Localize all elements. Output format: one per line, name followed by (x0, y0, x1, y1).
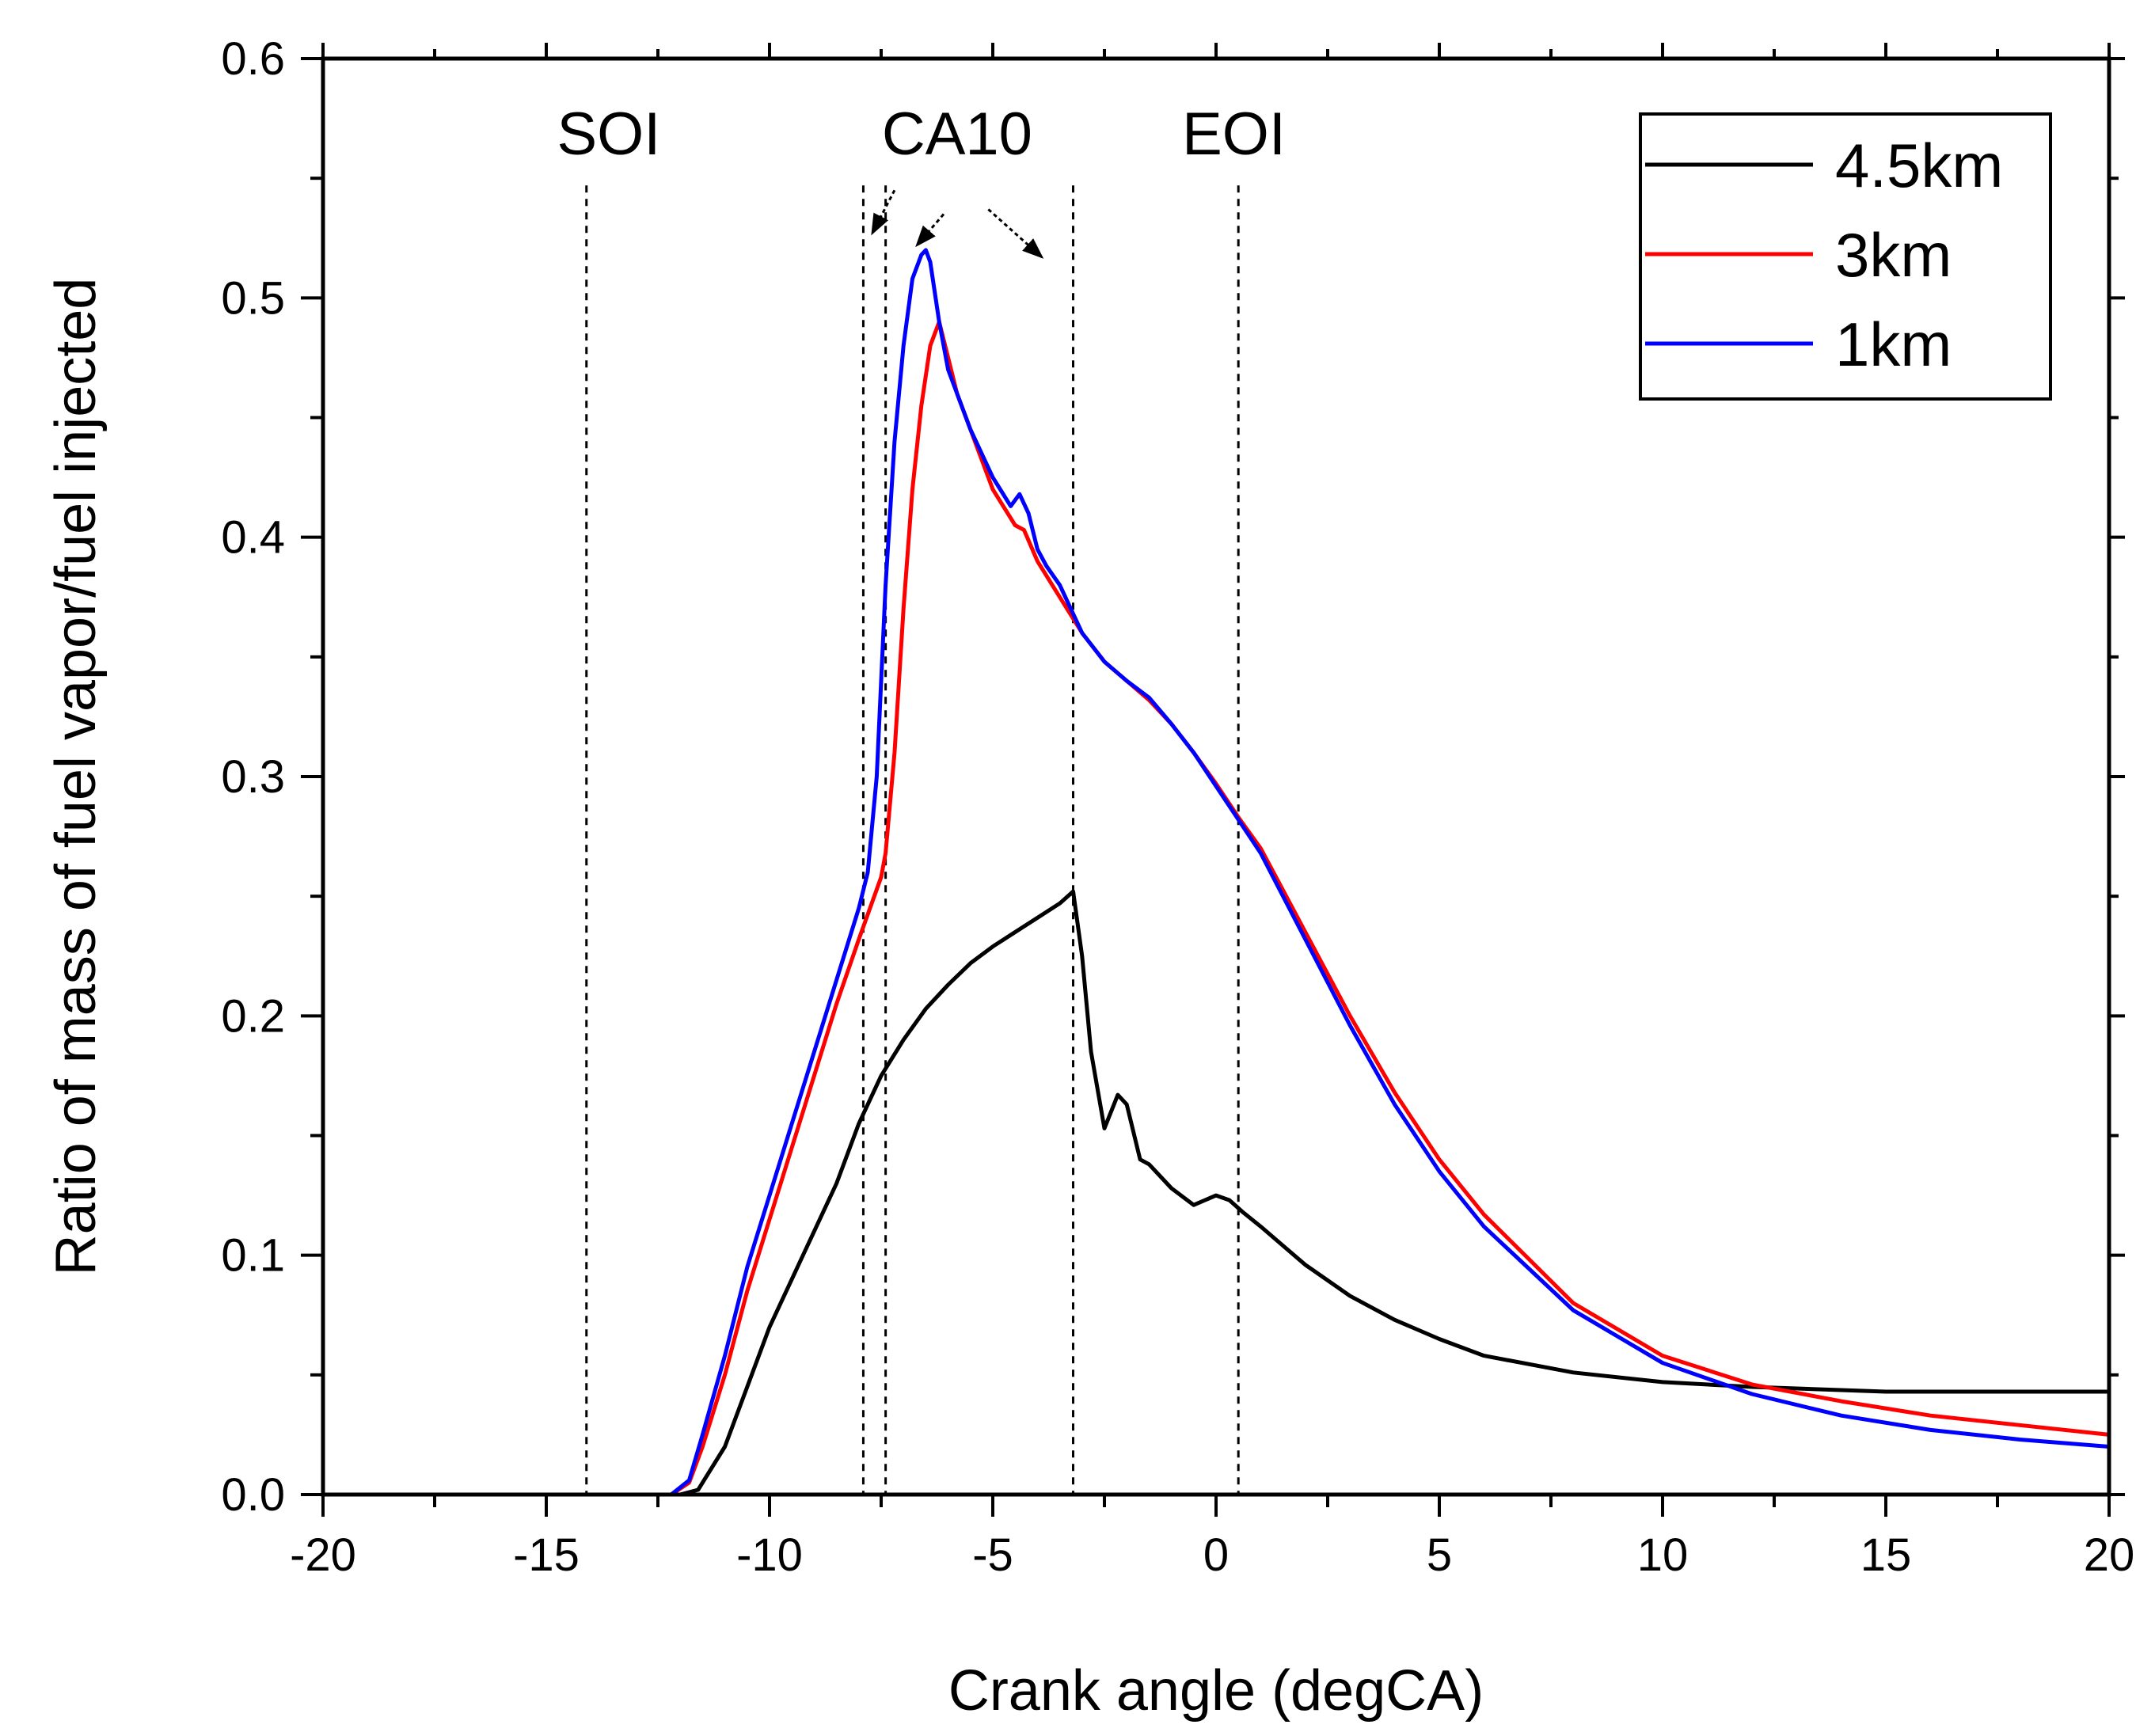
y-tick-label: 0.1 (221, 1230, 285, 1282)
y-tick-label: 0.2 (221, 990, 285, 1042)
arrow (987, 208, 1044, 259)
x-tick-label: 10 (1637, 1529, 1689, 1581)
y-axis-title: Ratio of mass of fuel vapor/fuel injecte… (44, 278, 108, 1276)
x-tick-label: -10 (736, 1529, 803, 1581)
legend: 4.5km 3km 1km (1639, 112, 2052, 401)
annotation-label: CA10 (882, 101, 1032, 168)
legend-label: 4.5km (1835, 131, 2003, 200)
x-tick-label: 20 (2084, 1529, 2135, 1581)
x-tick-label: -5 (972, 1529, 1013, 1581)
legend-label: 3km (1835, 220, 1952, 290)
legend-box (1639, 112, 2052, 401)
annotations: SOI EOI CA10 (557, 101, 1286, 259)
ticks: -20 -15 -10 -5 0 5 10 15 20 0.0 0.1 0.2 0.3 0.4 0.5 0.6 (221, 33, 2134, 1581)
vertical-markers (585, 185, 1240, 1495)
y-tick-label: 0.3 (221, 751, 285, 803)
x-axis-title: Crank angle (degCA) (948, 1659, 1484, 1723)
marker-label: SOI (557, 101, 660, 168)
y-tick-label: 0.4 (221, 512, 285, 564)
arrow (871, 189, 896, 236)
marker-label: EOI (1182, 101, 1286, 168)
series-line-1km (593, 248, 2111, 1497)
x-tick-label: 0 (1203, 1529, 1229, 1581)
y-tick-label: 0.0 (221, 1469, 285, 1521)
y-tick-label: 0.6 (221, 33, 285, 85)
x-tick-label: 15 (1860, 1529, 1912, 1581)
x-tick-label: -15 (513, 1529, 580, 1581)
legend-label: 1km (1835, 310, 1952, 379)
x-tick-label: 5 (1427, 1529, 1452, 1581)
series-line-4.5km (593, 889, 2111, 1497)
data-series (593, 248, 2111, 1497)
y-tick-label: 0.5 (221, 272, 285, 324)
x-tick-label: -20 (290, 1529, 356, 1581)
series-line-3km (593, 320, 2111, 1497)
